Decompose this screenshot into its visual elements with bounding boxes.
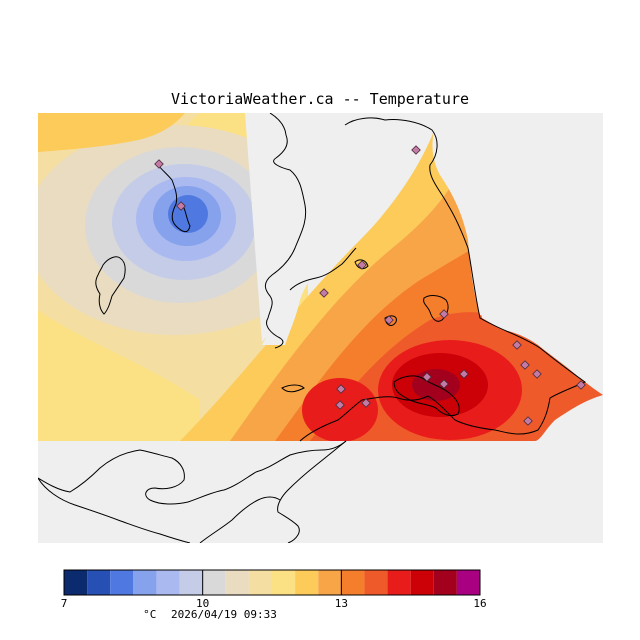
legend-bin xyxy=(156,570,180,595)
station-marker xyxy=(335,400,345,410)
station-marker xyxy=(357,260,367,270)
legend-ticks: 7 10 13 16 xyxy=(61,570,487,610)
station-marker xyxy=(439,309,449,319)
station-marker xyxy=(361,398,371,408)
legend-bin xyxy=(202,570,226,595)
station-marker xyxy=(576,380,586,390)
legend-bin xyxy=(410,570,434,595)
station-marker xyxy=(422,372,432,382)
legend-bin xyxy=(225,570,249,595)
station-marker xyxy=(520,360,530,370)
legend-tick-label: 16 xyxy=(473,597,486,610)
station-marker xyxy=(532,369,542,379)
station-marker xyxy=(459,369,469,379)
legend-bin xyxy=(433,570,457,595)
coastlines xyxy=(38,113,586,543)
station-marker xyxy=(176,201,186,211)
legend-bin xyxy=(248,570,272,595)
unit-label: °C xyxy=(143,608,157,621)
legend-bin xyxy=(341,570,365,595)
legend-bin xyxy=(133,570,157,595)
legend-bin xyxy=(87,570,111,595)
legend-bin xyxy=(364,570,388,595)
legend-bin xyxy=(456,570,480,595)
legend-caption: °C 2026/04/19 09:33 xyxy=(0,608,420,621)
legend-bin xyxy=(110,570,134,595)
map-title: VictoriaWeather.ca -- Temperature xyxy=(170,90,469,108)
legend-bins xyxy=(63,569,481,596)
legend-bin xyxy=(318,570,342,595)
water-areas xyxy=(38,113,603,543)
timestamp: 2026/04/19 09:33 xyxy=(170,608,277,621)
station-marker xyxy=(411,145,421,155)
legend-tick-label: 10 xyxy=(196,597,209,610)
legend-tick-label: 13 xyxy=(335,597,348,610)
legend-bin xyxy=(295,570,319,595)
legend-bin xyxy=(387,570,411,595)
legend-tick-label: 7 xyxy=(61,597,68,610)
legend-bin xyxy=(179,570,203,595)
station-marker xyxy=(336,384,346,394)
station-marker xyxy=(319,288,329,298)
temperature-contours xyxy=(38,113,603,442)
legend-bin xyxy=(272,570,296,595)
station-marker xyxy=(512,340,522,350)
station-marker xyxy=(384,315,394,325)
station-markers xyxy=(154,145,586,426)
station-marker xyxy=(154,159,164,169)
station-marker xyxy=(439,379,449,389)
legend-bin xyxy=(64,570,88,595)
station-marker xyxy=(523,416,533,426)
